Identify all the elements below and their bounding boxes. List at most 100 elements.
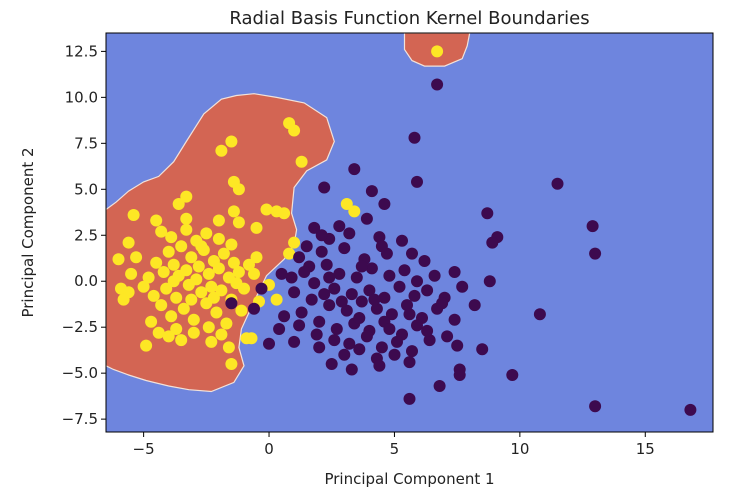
point-class-0 [365,262,378,275]
point-class-0 [295,306,308,319]
point-class-1 [130,251,143,264]
point-class-0 [333,267,346,280]
point-class-1 [142,271,155,284]
point-class-0 [365,185,378,198]
point-class-1 [220,317,233,330]
point-class-1 [232,216,245,229]
point-class-0 [418,255,431,267]
point-class-0 [468,299,481,312]
x-tick-label: 15 [636,440,655,458]
point-class-0 [288,335,301,348]
point-class-1 [137,280,150,293]
point-class-0 [589,400,602,413]
point-class-1 [185,251,198,264]
point-class-1 [125,267,138,280]
x-tick-label: 0 [264,440,274,458]
point-class-0 [328,282,341,295]
point-class-1 [222,341,235,354]
point-class-1 [187,326,200,339]
point-class-1 [170,323,183,335]
point-class-1 [225,238,238,251]
point-class-1 [180,190,193,203]
point-class-1 [195,286,208,299]
point-class-1 [250,251,263,264]
point-class-0 [308,221,321,234]
point-class-1 [215,328,228,341]
point-class-0 [315,229,328,242]
point-class-0 [391,335,403,348]
point-class-0 [385,308,398,321]
point-class-0 [483,275,496,288]
point-class-0 [456,280,469,293]
point-class-0 [343,337,356,350]
point-class-0 [320,258,333,271]
point-class-0 [370,302,383,315]
point-class-1 [170,291,183,304]
point-class-1 [190,273,203,286]
point-class-0 [441,330,454,343]
point-class-1 [180,223,193,236]
point-class-1 [212,214,225,227]
point-class-0 [318,288,331,301]
point-class-1 [152,326,165,339]
point-class-1 [162,330,175,343]
point-class-0 [383,323,396,335]
point-class-0 [589,247,602,260]
point-class-0 [345,363,358,376]
point-class-1 [177,302,190,315]
point-class-1 [202,321,215,334]
point-class-1 [150,256,163,269]
point-class-1 [202,267,215,280]
point-class-1 [238,282,250,295]
point-class-0 [278,310,291,323]
point-class-1 [235,304,248,317]
point-class-0 [481,207,494,220]
point-class-1 [165,231,178,244]
point-class-1 [215,284,228,297]
point-class-1 [192,260,205,273]
point-class-1 [180,264,193,277]
point-class-1 [162,245,175,258]
point-class-0 [248,302,260,315]
point-class-0 [323,299,336,312]
point-class-1 [205,280,218,293]
scatter-points [112,45,697,416]
point-class-0 [310,328,323,341]
point-class-0 [300,240,313,253]
point-class-1 [250,221,263,234]
point-class-0 [406,247,418,260]
point-class-0 [403,308,416,321]
point-class-1 [295,155,308,168]
point-class-0 [360,212,373,225]
point-class-0 [396,234,408,247]
point-class-0 [373,231,386,244]
y-tick-label: 0.0 [74,272,98,290]
point-class-0 [436,297,449,310]
point-class-0 [313,341,326,354]
point-class-0 [373,359,386,372]
point-class-0 [448,266,461,278]
y-axis-ticks: −7.5 −5.0 −2.5 0.0 2.5 5.0 7.5 10.0 12.5 [62,42,106,428]
point-class-1 [348,205,361,218]
point-class-0 [411,319,423,332]
point-class-0 [368,293,381,306]
point-class-0 [313,315,326,328]
point-class-1 [175,240,188,253]
point-class-0 [263,337,275,350]
point-class-0 [401,299,413,312]
point-class-1 [175,334,188,347]
x-tick-label: 10 [510,440,529,458]
point-class-1 [431,45,444,58]
point-class-1 [200,227,213,240]
point-class-1 [195,240,208,253]
point-class-1 [227,175,240,188]
point-class-1 [288,236,301,249]
chart-title: Radial Basis Function Kernel Boundaries [229,8,589,29]
point-class-0 [325,358,338,370]
point-class-0 [225,297,238,310]
point-class-1 [212,232,225,245]
x-tick-label: −5 [133,440,155,458]
point-class-0 [378,291,391,304]
point-class-0 [333,220,346,233]
point-class-1 [278,207,291,220]
